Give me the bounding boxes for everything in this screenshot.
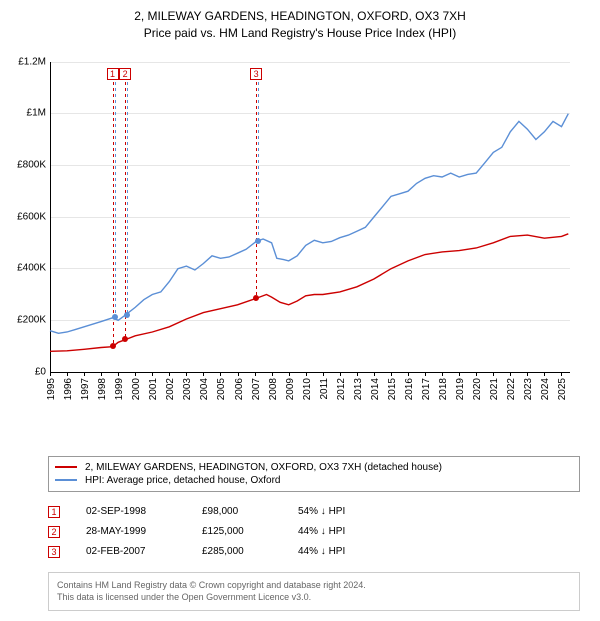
event-point-hpi (255, 238, 261, 244)
chart-title: 2, MILEWAY GARDENS, HEADINGTON, OXFORD, … (10, 8, 590, 42)
x-tick-label: 2008 (268, 378, 279, 400)
x-tick-label: 2016 (404, 378, 415, 400)
event-marker: 2 (48, 526, 60, 538)
x-tick-label: 2007 (251, 378, 262, 400)
footer-line1: Contains HM Land Registry data © Crown c… (57, 579, 571, 592)
x-tick-label: 2009 (285, 378, 296, 400)
x-tick-label: 2020 (472, 378, 483, 400)
event-row: 2 28-MAY-1999 £125,000 44% ↓ HPI (48, 522, 580, 542)
event-price: £125,000 (202, 526, 272, 537)
legend-label: HPI: Average price, detached house, Oxfo… (85, 475, 281, 486)
x-tick-label: 2004 (199, 378, 210, 400)
event-date: 28-MAY-1999 (86, 526, 176, 537)
event-line-hpi (115, 82, 116, 318)
x-tick-label: 2022 (506, 378, 517, 400)
event-diff: 44% ↓ HPI (298, 546, 378, 557)
chart-svg (10, 48, 574, 376)
event-date: 02-FEB-2007 (86, 546, 176, 557)
x-tick-label: 2014 (370, 378, 381, 400)
event-marker: 3 (48, 546, 60, 558)
chart-container: 2, MILEWAY GARDENS, HEADINGTON, OXFORD, … (0, 0, 600, 621)
events-table: 1 02-SEP-1998 £98,000 54% ↓ HPI 2 28-MAY… (48, 502, 580, 562)
legend-row: HPI: Average price, detached house, Oxfo… (55, 474, 573, 487)
legend: 2, MILEWAY GARDENS, HEADINGTON, OXFORD, … (48, 456, 580, 492)
x-tick-label: 2003 (182, 378, 193, 400)
event-point-hpi (112, 314, 118, 320)
x-tick-label: 2006 (234, 378, 245, 400)
attribution-footer: Contains HM Land Registry data © Crown c… (48, 572, 580, 611)
event-price: £285,000 (202, 546, 272, 557)
event-point-price (110, 343, 116, 349)
x-tick-label: 2010 (302, 378, 313, 400)
event-row: 1 02-SEP-1998 £98,000 54% ↓ HPI (48, 502, 580, 522)
event-line-price (113, 82, 114, 347)
x-tick-label: 1996 (63, 378, 74, 400)
x-tick-label: 2005 (216, 378, 227, 400)
event-line-price (125, 82, 126, 340)
x-tick-label: 2011 (319, 378, 330, 400)
x-tick-label: 2021 (489, 378, 500, 400)
x-tick-label: 2025 (557, 378, 568, 400)
event-line-price (256, 82, 257, 298)
x-tick-label: 2001 (148, 378, 159, 400)
event-row: 3 02-FEB-2007 £285,000 44% ↓ HPI (48, 542, 580, 562)
x-tick-label: 2000 (131, 378, 142, 400)
event-point-price (122, 336, 128, 342)
x-tick-label: 2002 (165, 378, 176, 400)
x-tick-label: 1995 (46, 378, 57, 400)
event-marker-chart: 1 (107, 68, 119, 80)
event-point-hpi (124, 312, 130, 318)
event-marker-chart: 3 (250, 68, 262, 80)
legend-swatch-hpi (55, 479, 77, 481)
x-tick-label: 2018 (438, 378, 449, 400)
legend-swatch-price (55, 466, 77, 468)
event-line-hpi (127, 82, 128, 315)
x-tick-label: 2013 (353, 378, 364, 400)
chart-area: £0£200K£400K£600K£800K£1M£1.2M1995199619… (10, 48, 580, 418)
event-date: 02-SEP-1998 (86, 506, 176, 517)
event-line-hpi (258, 82, 259, 242)
title-subtitle: Price paid vs. HM Land Registry's House … (10, 25, 590, 42)
x-tick-label: 2023 (523, 378, 534, 400)
event-diff: 54% ↓ HPI (298, 506, 378, 517)
x-tick-label: 2019 (455, 378, 466, 400)
event-marker: 1 (48, 506, 60, 518)
event-price: £98,000 (202, 506, 272, 517)
x-tick-label: 1999 (114, 378, 125, 400)
x-tick-label: 1997 (80, 378, 91, 400)
title-address: 2, MILEWAY GARDENS, HEADINGTON, OXFORD, … (10, 8, 590, 25)
x-tick-label: 2017 (421, 378, 432, 400)
legend-label: 2, MILEWAY GARDENS, HEADINGTON, OXFORD, … (85, 462, 442, 473)
footer-line2: This data is licensed under the Open Gov… (57, 591, 571, 604)
legend-row: 2, MILEWAY GARDENS, HEADINGTON, OXFORD, … (55, 461, 573, 474)
event-marker-chart: 2 (119, 68, 131, 80)
event-diff: 44% ↓ HPI (298, 526, 378, 537)
x-tick-label: 2012 (336, 378, 347, 400)
x-tick-label: 2024 (540, 378, 551, 400)
x-tick-label: 2015 (387, 378, 398, 400)
x-tick-label: 1998 (97, 378, 108, 400)
event-point-price (253, 295, 259, 301)
